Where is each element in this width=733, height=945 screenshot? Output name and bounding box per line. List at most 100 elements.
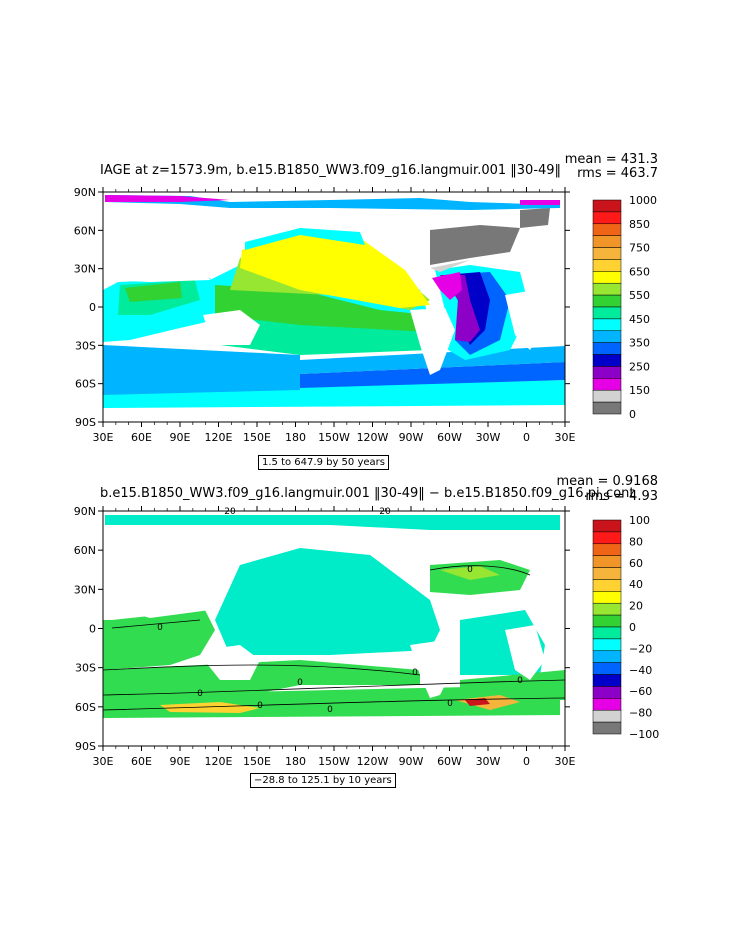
axis-ticks: 90N 60N 30N 0 30S 60S 90S 30E 60E 90E 120E 150E 180 1…: [74, 186, 576, 444]
diff-australia-land: [203, 645, 260, 680]
lat-label: 30S: [75, 662, 96, 675]
diff-arctic-cyan: [105, 515, 560, 530]
colorbar-box: [592, 366, 622, 379]
contour-value-label: 0: [327, 705, 333, 715]
contour-line: [111, 619, 201, 629]
colorbar-box: [592, 602, 622, 616]
colorbar-label: 750: [629, 242, 650, 255]
colorbar-label: 0: [629, 621, 636, 634]
lon-label: 90W: [399, 755, 424, 768]
lon-label: 120E: [205, 431, 233, 444]
diff-rms-stat: rms = 4.93: [585, 489, 658, 504]
ocean-field: [103, 192, 565, 422]
colorbar-box: [592, 591, 622, 604]
north-pacific-cyan: [245, 228, 365, 250]
colorbar-box: [592, 294, 622, 308]
colorbar-label: −40: [629, 664, 652, 677]
lon-label: 30E: [93, 755, 114, 768]
colorbar-box: [592, 721, 622, 735]
colorbar-box: [592, 579, 622, 592]
lon-label: 180: [285, 755, 306, 768]
colorbar-box: [592, 401, 622, 415]
colorbar-label: −100: [629, 728, 659, 741]
lon-label: 60E: [131, 755, 152, 768]
contour-value-label: 0: [297, 678, 303, 688]
contour-value-label: 0: [412, 668, 418, 678]
colorbar-box: [592, 614, 622, 628]
lon-label: 30W: [476, 755, 501, 768]
colorbar-box: [592, 638, 622, 652]
diff-indian-green: [103, 610, 215, 670]
lon-label: 30W: [476, 431, 501, 444]
colorbar-box: [592, 650, 622, 663]
lat-label: 90S: [75, 740, 96, 753]
lon-label: 90W: [399, 431, 424, 444]
colorbar-box: [592, 235, 622, 248]
colorbar-box: [592, 199, 622, 213]
contour-labels: 20 20 0 0 0 0 0 0 0 0 0: [157, 507, 523, 715]
colorbar: 1000 850 750 650 550 450 350 250 150 0: [592, 194, 657, 421]
iage-map: 90N 60N 30N 0 30S 60S 90S 30E 60E 90E 120E 150E 180 1…: [74, 186, 657, 444]
colorbar-box: [592, 555, 622, 568]
lon-label: 60W: [437, 755, 462, 768]
nordic-seas-gray: [520, 208, 550, 228]
colorbar-label: 60: [629, 557, 643, 570]
indian-ocean-skyblue: [103, 345, 300, 395]
diff-south-atlantic-green: [460, 670, 565, 700]
colorbar-box: [592, 698, 622, 711]
lat-label: 60N: [74, 544, 96, 557]
lon-label: 150W: [318, 755, 350, 768]
contour-line: [429, 565, 531, 576]
colorbar-label: −60: [629, 685, 652, 698]
colorbar-box: [592, 247, 622, 260]
lon-label: 0: [523, 755, 530, 768]
arctic-magenta-east: [520, 200, 560, 205]
colorbar-label: 0: [629, 408, 636, 421]
lon-label: 150E: [243, 431, 271, 444]
colorbar-label: 80: [629, 535, 643, 548]
lon-label: 120W: [357, 755, 389, 768]
colorbar-box: [592, 662, 622, 675]
diff-axis-ticks: 90N 60N 30N 0 30S 60S 90S 30E 60E 90E 120E 150E 180 1…: [74, 505, 576, 768]
atlantic-lightgray: [430, 260, 470, 272]
lon-label: 30E: [555, 755, 576, 768]
contour-value-label: 0: [157, 623, 163, 633]
mean-stat: mean = 431.3: [564, 152, 658, 167]
colorbar-box: [592, 626, 622, 640]
colorbar-label: 100: [629, 514, 650, 527]
lon-label: 120W: [357, 431, 389, 444]
contour-value-label: 0: [517, 676, 523, 686]
africa-land: [505, 290, 545, 350]
colorbar-label: 150: [629, 384, 650, 397]
diff-north-atlantic-lime: [440, 566, 500, 580]
pacific-yellow: [240, 232, 430, 308]
colorbar-box: [592, 686, 622, 699]
colorbar-label: 20: [629, 600, 643, 613]
indian-ocean-green: [125, 282, 182, 302]
contour-value-label: 0: [257, 701, 263, 711]
contour-value-label: 0: [197, 689, 203, 699]
lat-label: 60N: [74, 224, 96, 237]
lon-label: 30E: [93, 431, 114, 444]
colorbar-box: [592, 318, 622, 332]
contour-line: [103, 664, 421, 676]
difference-map-panel: b.e15.B1850_WW3.f09_g16.langmuir.001 ‖30…: [0, 470, 733, 800]
diff-antarctica-land: [103, 715, 565, 746]
diff-southern-green: [103, 660, 420, 695]
arctic-magenta: [105, 195, 230, 202]
colorbar-box: [592, 567, 622, 580]
australia-land: [203, 310, 260, 345]
colorbar-box: [592, 271, 622, 284]
lon-label: 90E: [170, 755, 191, 768]
contour-value-label: 20: [224, 507, 236, 517]
colorbar-label: 450: [629, 313, 650, 326]
colorbar-label: 550: [629, 289, 650, 302]
colorbar-box: [592, 389, 622, 403]
colorbar-box: [592, 531, 622, 545]
diff-africa-land: [505, 625, 545, 680]
lon-label: 180: [285, 431, 306, 444]
contour-line: [103, 697, 565, 711]
colorbar-box: [592, 306, 622, 320]
lat-label: 30N: [74, 263, 96, 276]
colorbar-box: [592, 282, 622, 296]
